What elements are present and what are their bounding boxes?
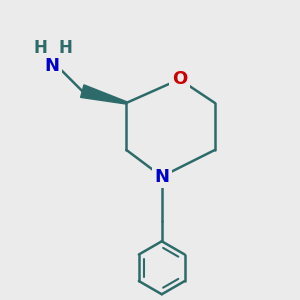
Text: O: O bbox=[172, 70, 187, 88]
Text: N: N bbox=[45, 57, 60, 75]
Text: N: N bbox=[154, 167, 169, 185]
Text: H: H bbox=[33, 39, 47, 57]
Text: H: H bbox=[59, 39, 73, 57]
Polygon shape bbox=[81, 85, 127, 104]
